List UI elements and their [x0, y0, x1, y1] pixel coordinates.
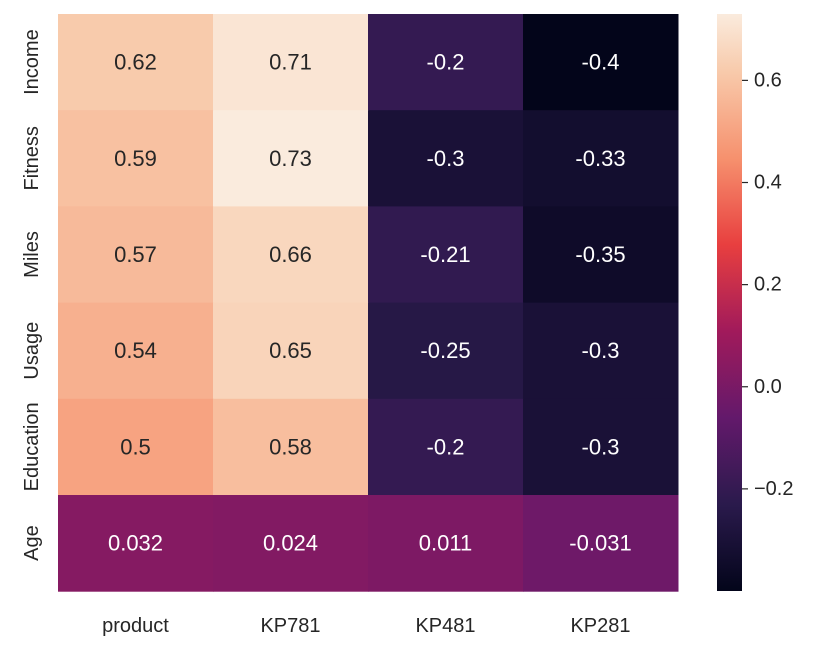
heatmap-cell-education-product	[58, 398, 214, 496]
cell-value-label: -0.3	[582, 434, 620, 459]
cell-value-label: -0.2	[427, 50, 465, 75]
cell-value-label: 0.011	[419, 531, 472, 556]
heatmap-cell-miles-product	[58, 206, 214, 304]
cell-value-label: -0.35	[575, 242, 625, 267]
heatmap-cell-income-kp481	[368, 14, 524, 111]
y-tick-label-age: Age	[21, 525, 43, 561]
heatmap-cell-education-kp281	[523, 398, 679, 496]
cell-value-label: 0.5	[120, 434, 151, 459]
y-tick-label-education: Education	[21, 402, 43, 491]
heatmap-cells	[58, 14, 679, 592]
heatmap-cell-fitness-kp781	[213, 110, 369, 207]
heatmap-cell-usage-kp281	[523, 302, 679, 400]
cell-value-label: 0.65	[269, 338, 312, 363]
colorbar-tick-labels: 0.6 0.4 0.2 0.0 −0.2	[742, 69, 793, 500]
y-tick-label-fitness: Fitness	[21, 126, 43, 190]
cell-value-label: -0.031	[569, 531, 631, 556]
cell-value-label: -0.3	[427, 146, 465, 171]
colorbar-tick-label: 0.2	[754, 274, 782, 296]
heatmap-cell-usage-kp781	[213, 302, 369, 400]
colorbar-tick-label: 0.0	[754, 376, 782, 398]
cell-value-label: 0.58	[269, 434, 312, 459]
colorbar-tick-label: 0.4	[754, 172, 782, 194]
heatmap-cell-fitness-kp481	[368, 110, 524, 207]
heatmap-cell-fitness-product	[58, 110, 214, 207]
heatmap-cell-income-kp281	[523, 14, 679, 111]
colorbar: 0.6 0.4 0.2 0.0 −0.2	[717, 14, 793, 591]
cell-value-label: -0.25	[420, 338, 470, 363]
cell-value-label: -0.21	[420, 242, 470, 267]
x-tick-label-kp781: KP781	[260, 615, 320, 637]
heatmap-cell-age-kp281	[523, 495, 679, 592]
x-axis-tick-labels: product KP781 KP481 KP281	[102, 615, 630, 637]
heatmap-cell-age-product	[58, 495, 214, 592]
x-tick-label-product: product	[102, 615, 169, 637]
cell-value-label: 0.71	[269, 50, 312, 75]
cell-value-label: 0.024	[263, 531, 318, 556]
heatmap-cell-labels: 0.62 0.71 -0.2 -0.4 0.59 0.73 -0.3 -0.33 0.57 0.6…	[108, 50, 632, 556]
heatmap-cell-miles-kp281	[523, 206, 679, 304]
heatmap-cell-usage-product	[58, 302, 214, 400]
cell-value-label: 0.66	[269, 242, 312, 267]
heatmap-cell-education-kp481	[368, 398, 524, 496]
cell-value-label: -0.33	[575, 146, 625, 171]
cell-value-label: 0.73	[269, 146, 312, 171]
colorbar-gradient	[717, 14, 742, 591]
cell-value-label: 0.62	[114, 50, 157, 75]
y-tick-label-usage: Usage	[21, 322, 43, 380]
heatmap-cell-miles-kp781	[213, 206, 369, 304]
cell-value-label: 0.54	[114, 338, 157, 363]
heatmap-cell-age-kp781	[213, 495, 369, 592]
cell-value-label: -0.3	[582, 338, 620, 363]
heatmap-cell-income-product	[58, 14, 214, 111]
y-tick-label-miles: Miles	[21, 231, 43, 278]
y-tick-label-income: Income	[21, 29, 43, 95]
x-tick-label-kp481: KP481	[415, 615, 475, 637]
cell-value-label: -0.2	[427, 434, 465, 459]
heatmap-cell-age-kp481	[368, 495, 524, 592]
heatmap-cell-income-kp781	[213, 14, 369, 111]
x-tick-label-kp281: KP281	[570, 615, 630, 637]
cell-value-label: 0.032	[108, 531, 163, 556]
cell-value-label: -0.4	[582, 50, 620, 75]
heatmap-cell-education-kp781	[213, 398, 369, 496]
heatmap-cell-fitness-kp281	[523, 110, 679, 207]
y-axis-tick-labels: Income Fitness Miles Usage Education Age	[21, 29, 43, 561]
heatmap-cell-usage-kp481	[368, 302, 524, 400]
colorbar-tick-label: 0.6	[754, 69, 782, 91]
cell-value-label: 0.57	[114, 242, 157, 267]
colorbar-tick-label: −0.2	[754, 478, 793, 500]
cell-value-label: 0.59	[114, 146, 157, 171]
heatmap-cell-miles-kp481	[368, 206, 524, 304]
